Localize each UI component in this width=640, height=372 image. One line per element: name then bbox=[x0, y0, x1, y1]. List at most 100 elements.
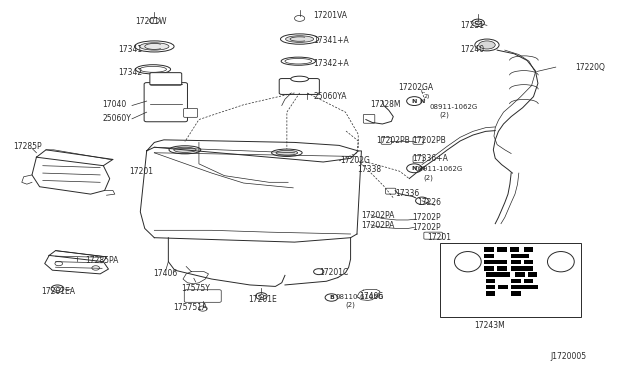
Text: 17201C: 17201C bbox=[319, 268, 348, 277]
FancyBboxPatch shape bbox=[184, 290, 221, 302]
Ellipse shape bbox=[136, 65, 171, 74]
FancyBboxPatch shape bbox=[413, 137, 423, 144]
Text: 25060Y: 25060Y bbox=[102, 114, 131, 123]
Text: 2): 2) bbox=[423, 94, 429, 99]
Text: 17202PB: 17202PB bbox=[376, 137, 410, 145]
Text: (2): (2) bbox=[346, 302, 355, 308]
Bar bbox=[511, 266, 534, 270]
Circle shape bbox=[259, 295, 264, 298]
Bar bbox=[486, 285, 495, 289]
Bar bbox=[484, 254, 494, 258]
Bar bbox=[524, 279, 534, 283]
Text: 17228M: 17228M bbox=[370, 100, 400, 109]
Text: 17202P: 17202P bbox=[412, 223, 441, 232]
Text: 17243M: 17243M bbox=[474, 321, 505, 330]
Ellipse shape bbox=[454, 251, 481, 272]
Text: 17040: 17040 bbox=[102, 100, 126, 109]
Bar bbox=[486, 272, 510, 277]
Circle shape bbox=[255, 293, 267, 299]
Text: 17220Q: 17220Q bbox=[575, 62, 605, 72]
Text: (2): (2) bbox=[440, 112, 450, 118]
Circle shape bbox=[92, 266, 100, 270]
Ellipse shape bbox=[140, 43, 169, 50]
Ellipse shape bbox=[475, 39, 499, 51]
Text: 17201: 17201 bbox=[427, 233, 451, 242]
Text: 17336: 17336 bbox=[395, 189, 419, 198]
Text: 17201: 17201 bbox=[129, 167, 153, 176]
FancyBboxPatch shape bbox=[184, 109, 198, 117]
Text: 17202PA: 17202PA bbox=[361, 211, 394, 220]
FancyBboxPatch shape bbox=[279, 78, 319, 94]
Text: 08911-1062G: 08911-1062G bbox=[414, 166, 463, 172]
Text: C: C bbox=[420, 89, 425, 94]
Bar bbox=[497, 266, 507, 270]
Bar bbox=[497, 247, 507, 252]
Text: 17202GA: 17202GA bbox=[397, 83, 433, 92]
Circle shape bbox=[406, 97, 422, 106]
Ellipse shape bbox=[291, 76, 308, 82]
Text: 17406: 17406 bbox=[360, 292, 384, 301]
Text: 08110-6105G: 08110-6105G bbox=[336, 294, 384, 300]
Text: 17341+A: 17341+A bbox=[314, 36, 349, 45]
Text: 17341: 17341 bbox=[118, 45, 142, 54]
Circle shape bbox=[325, 294, 338, 301]
Text: N: N bbox=[412, 99, 417, 103]
FancyBboxPatch shape bbox=[381, 137, 392, 144]
Circle shape bbox=[149, 17, 159, 23]
Circle shape bbox=[54, 287, 61, 291]
FancyBboxPatch shape bbox=[364, 114, 375, 123]
Ellipse shape bbox=[547, 251, 574, 272]
Text: 17201EA: 17201EA bbox=[41, 287, 75, 296]
Text: N: N bbox=[412, 166, 417, 171]
Ellipse shape bbox=[281, 57, 316, 65]
FancyBboxPatch shape bbox=[150, 73, 182, 85]
FancyBboxPatch shape bbox=[144, 83, 188, 122]
Bar bbox=[524, 260, 534, 264]
Ellipse shape bbox=[285, 36, 314, 42]
Text: B: B bbox=[329, 295, 334, 300]
Ellipse shape bbox=[479, 41, 495, 49]
Bar bbox=[499, 285, 508, 289]
Text: 08911-1062G: 08911-1062G bbox=[429, 104, 478, 110]
Ellipse shape bbox=[173, 147, 196, 153]
Circle shape bbox=[294, 15, 305, 21]
Text: 17226: 17226 bbox=[417, 198, 441, 207]
Bar bbox=[484, 266, 494, 270]
Text: 17201VA: 17201VA bbox=[314, 11, 348, 20]
Ellipse shape bbox=[280, 34, 319, 44]
Bar bbox=[484, 247, 494, 252]
Text: 17575Y: 17575Y bbox=[181, 284, 210, 293]
Ellipse shape bbox=[134, 41, 174, 52]
Ellipse shape bbox=[140, 66, 166, 72]
Bar bbox=[511, 279, 521, 283]
Ellipse shape bbox=[276, 150, 298, 155]
FancyBboxPatch shape bbox=[440, 243, 581, 317]
FancyBboxPatch shape bbox=[386, 188, 396, 194]
FancyBboxPatch shape bbox=[413, 156, 423, 163]
Circle shape bbox=[472, 19, 484, 26]
Circle shape bbox=[415, 197, 428, 205]
Bar bbox=[524, 247, 534, 252]
Circle shape bbox=[51, 285, 64, 292]
Text: 17342: 17342 bbox=[118, 68, 142, 77]
Text: 17342+A: 17342+A bbox=[314, 59, 349, 68]
Bar bbox=[515, 272, 525, 277]
Circle shape bbox=[198, 306, 207, 311]
Text: 175751A: 175751A bbox=[173, 302, 208, 312]
Circle shape bbox=[55, 261, 63, 266]
Text: J1720005: J1720005 bbox=[550, 352, 587, 361]
Text: N: N bbox=[419, 99, 425, 103]
Bar bbox=[510, 247, 520, 252]
Text: 17336+A: 17336+A bbox=[412, 154, 448, 163]
Ellipse shape bbox=[285, 58, 312, 64]
Bar bbox=[486, 291, 495, 296]
Text: 17338: 17338 bbox=[357, 165, 381, 174]
Text: N: N bbox=[419, 166, 425, 171]
Bar bbox=[511, 291, 521, 296]
Bar bbox=[486, 279, 495, 283]
Circle shape bbox=[314, 269, 324, 275]
Text: 17251: 17251 bbox=[460, 21, 484, 30]
Text: 17406: 17406 bbox=[153, 269, 177, 278]
Text: 17285PA: 17285PA bbox=[86, 256, 119, 265]
Bar bbox=[511, 260, 521, 264]
